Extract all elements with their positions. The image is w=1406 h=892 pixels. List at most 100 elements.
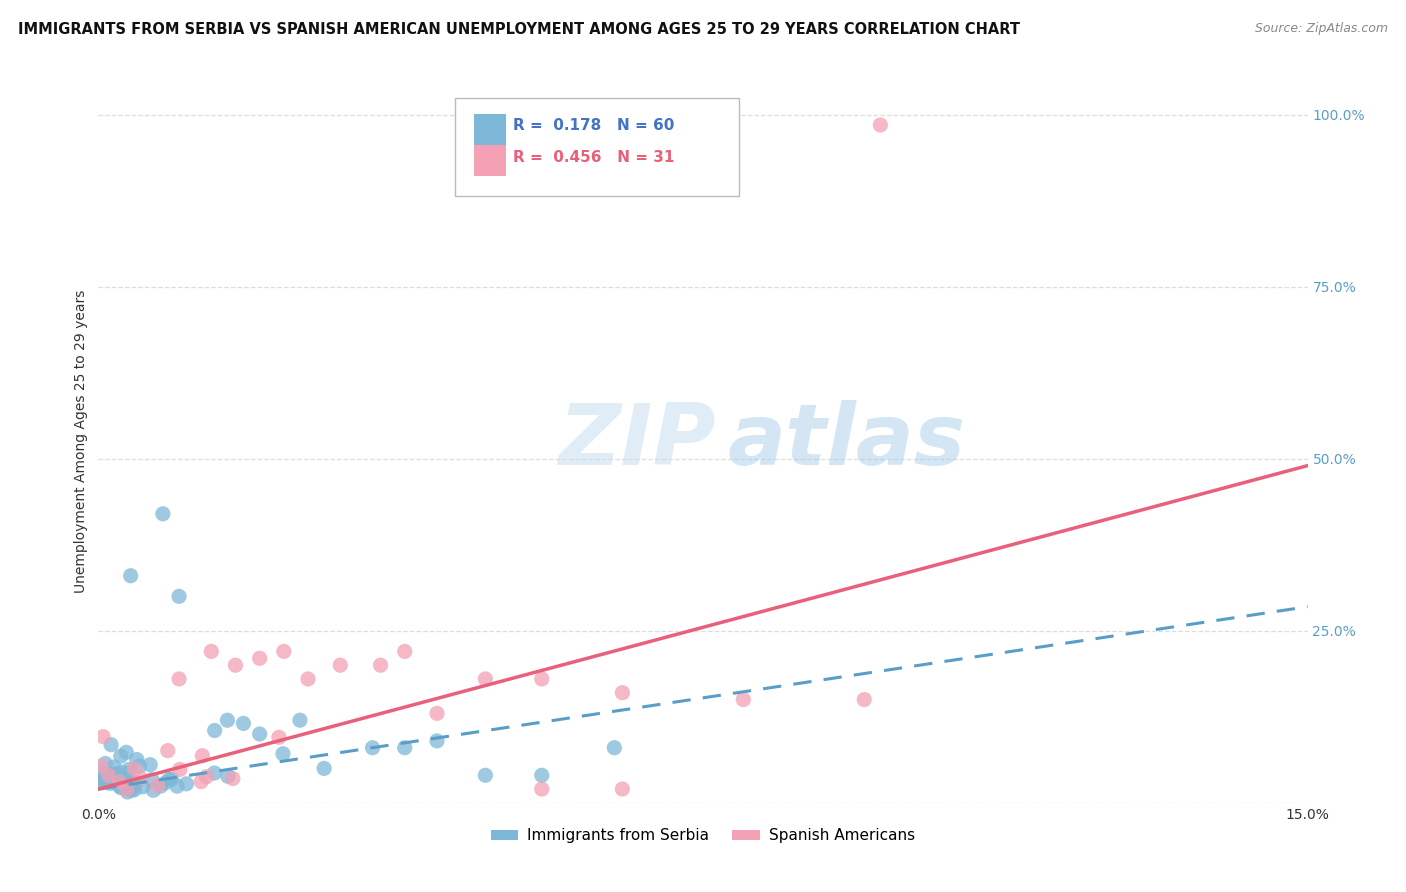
Point [200, 644, 222, 658]
Point [394, 740, 416, 755]
Point [142, 783, 165, 797]
FancyBboxPatch shape [456, 98, 740, 196]
Point [869, 118, 891, 132]
Point [474, 672, 496, 686]
Point [152, 507, 174, 521]
Point [204, 723, 226, 738]
Point [191, 748, 214, 763]
Point [90, 759, 112, 773]
Text: atlas: atlas [727, 400, 966, 483]
Point [120, 783, 142, 797]
Point [297, 672, 319, 686]
Point [204, 766, 226, 780]
Point [612, 686, 634, 700]
Point [110, 765, 132, 780]
Point [733, 692, 755, 706]
Point [100, 738, 122, 752]
Point [155, 775, 177, 789]
Point [217, 769, 239, 783]
Point [361, 740, 384, 755]
Point [267, 731, 290, 745]
Point [157, 772, 180, 787]
Point [91, 730, 114, 744]
Text: ZIP: ZIP [558, 400, 716, 483]
Point [612, 782, 634, 797]
Point [530, 768, 553, 782]
Point [160, 772, 183, 787]
Point [121, 776, 143, 790]
Point [98, 768, 121, 782]
Point [146, 779, 169, 793]
Point [98, 776, 121, 790]
Point [139, 757, 162, 772]
Point [122, 782, 145, 797]
FancyBboxPatch shape [474, 114, 506, 145]
Point [853, 692, 876, 706]
Point [195, 770, 218, 784]
Point [149, 779, 172, 793]
Point [167, 672, 190, 686]
Point [249, 651, 271, 665]
Point [103, 774, 125, 789]
Legend: Immigrants from Serbia, Spanish Americans: Immigrants from Serbia, Spanish American… [485, 822, 921, 849]
FancyBboxPatch shape [474, 145, 506, 176]
Point [108, 776, 131, 790]
Point [370, 658, 392, 673]
Point [103, 760, 125, 774]
Point [108, 775, 131, 789]
Point [115, 782, 138, 797]
Point [110, 780, 132, 795]
Point [97, 768, 120, 782]
Point [94, 756, 117, 771]
Point [530, 782, 553, 797]
Point [474, 768, 496, 782]
Point [110, 749, 132, 764]
Point [166, 779, 188, 793]
Point [128, 759, 150, 773]
Text: Source: ZipAtlas.com: Source: ZipAtlas.com [1254, 22, 1388, 36]
Y-axis label: Unemployment Among Ages 25 to 29 years: Unemployment Among Ages 25 to 29 years [75, 290, 89, 593]
Point [117, 766, 139, 780]
Point [222, 772, 245, 786]
Point [105, 777, 128, 791]
Point [167, 590, 190, 604]
Point [314, 761, 336, 775]
Point [273, 644, 295, 658]
Point [91, 766, 114, 780]
Point [232, 716, 254, 731]
Point [603, 740, 626, 755]
Point [271, 747, 294, 761]
Point [224, 658, 246, 673]
Point [118, 763, 141, 777]
Point [426, 734, 449, 748]
Point [156, 744, 179, 758]
Text: R =  0.456   N = 31: R = 0.456 N = 31 [513, 150, 675, 165]
Point [249, 727, 271, 741]
Point [169, 763, 191, 777]
Point [288, 713, 311, 727]
Point [110, 780, 132, 794]
Point [124, 762, 146, 776]
Point [90, 776, 112, 790]
Point [394, 644, 416, 658]
Point [426, 706, 449, 721]
Point [530, 672, 553, 686]
Point [132, 780, 155, 794]
Text: IMMIGRANTS FROM SERBIA VS SPANISH AMERICAN UNEMPLOYMENT AMONG AGES 25 TO 29 YEAR: IMMIGRANTS FROM SERBIA VS SPANISH AMERIC… [18, 22, 1021, 37]
Point [120, 568, 142, 582]
Point [89, 773, 111, 788]
Point [118, 779, 141, 793]
Point [125, 752, 148, 766]
Point [217, 713, 239, 727]
Point [190, 774, 212, 789]
Point [104, 766, 127, 780]
Point [91, 771, 114, 785]
Point [329, 658, 352, 673]
Text: R =  0.178   N = 60: R = 0.178 N = 60 [513, 119, 675, 133]
Point [141, 772, 163, 787]
Point [176, 777, 198, 791]
Point [117, 785, 139, 799]
Point [129, 771, 152, 785]
Point [125, 775, 148, 789]
Point [115, 745, 138, 759]
